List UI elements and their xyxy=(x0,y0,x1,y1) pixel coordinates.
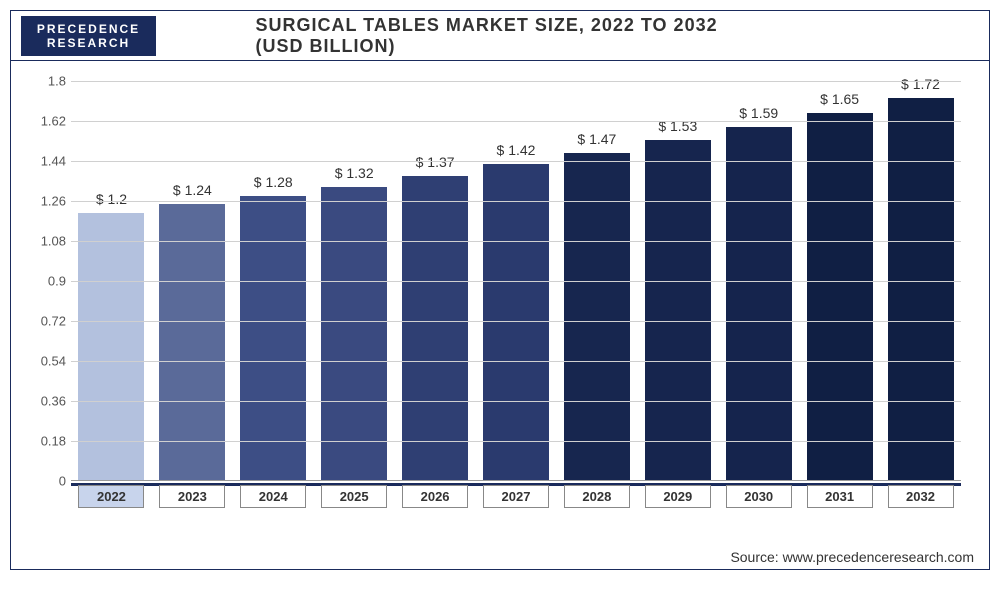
bars-row: $ 1.2 $ 1.24 $ 1.28 $ 1.32 $ 1.37 $ 1.42 $ 1.4… xyxy=(71,80,961,480)
y-tick-label: 0 xyxy=(31,474,66,489)
x-axis-label: 2032 xyxy=(888,485,954,508)
chart-title: SURGICAL TABLES MARKET SIZE, 2022 TO 203… xyxy=(256,15,745,57)
gridline xyxy=(71,201,961,202)
y-tick-label: 1.8 xyxy=(31,74,66,89)
chart-container: PRECEDENCE RESEARCH SURGICAL TABLES MARK… xyxy=(10,10,990,570)
x-axis-label: 2023 xyxy=(159,485,225,508)
x-axis-label: 2025 xyxy=(321,485,387,508)
gridline xyxy=(71,161,961,162)
gridline xyxy=(71,321,961,322)
bar-value-label: $ 1.47 xyxy=(577,131,616,147)
x-axis-label: 2031 xyxy=(807,485,873,508)
bar-value-label: $ 1.2 xyxy=(96,191,127,207)
bar-wrapper: $ 1.32 xyxy=(321,165,387,480)
source-line: Source: www.precedenceresearch.com xyxy=(730,549,974,565)
bar xyxy=(807,113,873,480)
header-bar: PRECEDENCE RESEARCH SURGICAL TABLES MARK… xyxy=(11,11,989,61)
y-tick-label: 0.9 xyxy=(31,274,66,289)
bar xyxy=(564,153,630,480)
bar-value-label: $ 1.42 xyxy=(497,142,536,158)
y-tick-label: 1.44 xyxy=(31,154,66,169)
bar-wrapper: $ 1.53 xyxy=(645,118,711,480)
y-tick-label: 1.62 xyxy=(31,114,66,129)
bar-value-label: $ 1.28 xyxy=(254,174,293,190)
y-tick-label: 0.36 xyxy=(31,394,66,409)
x-axis-label: 2022 xyxy=(78,485,144,508)
x-axis-label: 2030 xyxy=(726,485,792,508)
x-axis-label: 2027 xyxy=(483,485,549,508)
gridline xyxy=(71,241,961,242)
bar xyxy=(645,140,711,480)
y-tick-label: 0.54 xyxy=(31,354,66,369)
bar-wrapper: $ 1.47 xyxy=(564,131,630,480)
logo-line1: PRECEDENCE xyxy=(37,22,140,36)
gridline xyxy=(71,281,961,282)
logo: PRECEDENCE RESEARCH xyxy=(21,16,156,56)
gridline xyxy=(71,81,961,82)
y-tick-label: 1.26 xyxy=(31,194,66,209)
bar xyxy=(240,196,306,480)
bar xyxy=(888,98,954,480)
gridline xyxy=(71,401,961,402)
x-axis-row: 2022 2023 2024 2025 2026 2027 2028 2029 2030 2031… xyxy=(71,485,961,508)
bar-wrapper: $ 1.65 xyxy=(807,91,873,480)
bar xyxy=(483,164,549,480)
y-tick-label: 1.08 xyxy=(31,234,66,249)
bar xyxy=(159,204,225,480)
x-axis-label: 2029 xyxy=(645,485,711,508)
bar-value-label: $ 1.59 xyxy=(739,105,778,121)
bar-value-label: $ 1.32 xyxy=(335,165,374,181)
bar-value-label: $ 1.65 xyxy=(820,91,859,107)
bar-wrapper: $ 1.2 xyxy=(78,191,144,480)
x-axis-label: 2026 xyxy=(402,485,468,508)
bar-wrapper: $ 1.72 xyxy=(888,76,954,480)
bar-wrapper: $ 1.37 xyxy=(402,154,468,480)
bar-wrapper: $ 1.42 xyxy=(483,142,549,480)
logo-line2: RESEARCH xyxy=(47,36,130,50)
gridline xyxy=(71,441,961,442)
bar-wrapper: $ 1.28 xyxy=(240,174,306,480)
plot-region: $ 1.2 $ 1.24 $ 1.28 $ 1.32 $ 1.37 $ 1.42 $ 1.4… xyxy=(71,81,961,481)
chart-area: $ 1.2 $ 1.24 $ 1.28 $ 1.32 $ 1.37 $ 1.42 $ 1.4… xyxy=(71,81,961,501)
bar-wrapper: $ 1.24 xyxy=(159,182,225,480)
x-axis-label: 2024 xyxy=(240,485,306,508)
y-tick-label: 0.72 xyxy=(31,314,66,329)
x-axis-label: 2028 xyxy=(564,485,630,508)
gridline xyxy=(71,361,961,362)
gridline xyxy=(71,121,961,122)
y-tick-label: 0.18 xyxy=(31,434,66,449)
bar-value-label: $ 1.72 xyxy=(901,76,940,92)
bar-value-label: $ 1.24 xyxy=(173,182,212,198)
bar xyxy=(321,187,387,480)
bar xyxy=(726,127,792,480)
bar xyxy=(402,176,468,480)
bar xyxy=(78,213,144,480)
